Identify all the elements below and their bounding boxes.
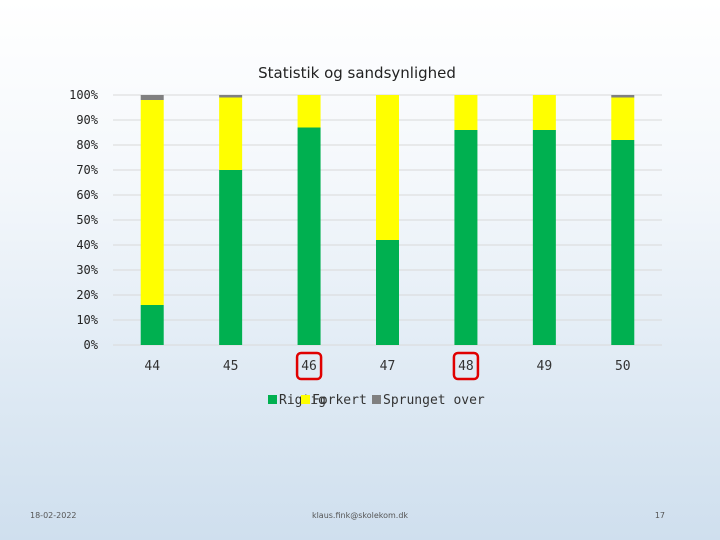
- bar-segment-forkert: [376, 95, 399, 240]
- bar-segment-rigtig: [141, 305, 164, 345]
- y-axis: 0% 10% 20% 30% 40% 50% 60% 70% 80% 90% 100%: [69, 88, 99, 352]
- y-tick-label: 40%: [76, 238, 98, 252]
- bar-segment-forkert: [141, 100, 164, 305]
- chart-title: Statistik og sandsynlighed: [258, 64, 456, 82]
- bar-segment-rigtig: [298, 128, 321, 346]
- x-tick-label: 46: [301, 359, 317, 374]
- legend-label: Sprunget over: [383, 393, 485, 408]
- bar-segment-forkert: [533, 95, 556, 130]
- y-tick-label: 70%: [76, 163, 98, 177]
- bar-segment-sprunget-over: [611, 95, 634, 98]
- y-tick-label: 60%: [76, 188, 98, 202]
- legend: RigtigForkertSprunget over: [268, 393, 485, 408]
- bar-segment-forkert: [454, 95, 477, 130]
- x-tick-label: 50: [615, 359, 631, 374]
- stacked-bar-chart: Statistik og sandsynlighed 0% 10% 20% 30% 40…: [0, 0, 720, 540]
- x-tick-label: 45: [223, 359, 239, 374]
- x-tick-label: 49: [537, 359, 553, 374]
- bar-segment-forkert: [611, 98, 634, 141]
- y-tick-label: 30%: [76, 263, 98, 277]
- bar-segment-rigtig: [219, 170, 242, 345]
- bar-segment-sprunget-over: [219, 95, 242, 98]
- footer-email: klaus.fink@skolekom.dk: [0, 511, 720, 520]
- y-tick-label: 90%: [76, 113, 98, 127]
- y-tick-label: 50%: [76, 213, 98, 227]
- bar-segment-rigtig: [533, 130, 556, 345]
- legend-swatch: [301, 395, 310, 404]
- x-tick-label: 48: [458, 359, 474, 374]
- x-axis: 44 45 46 47 48 49 50: [144, 353, 630, 379]
- legend-swatch: [372, 395, 381, 404]
- bar-segment-rigtig: [454, 130, 477, 345]
- y-tick-label: 80%: [76, 138, 98, 152]
- y-tick-label: 100%: [69, 88, 99, 102]
- bar-segment-sprunget-over: [141, 95, 164, 100]
- footer-page-number: 17: [655, 511, 665, 520]
- legend-label: Forkert: [312, 393, 367, 408]
- legend-swatch: [268, 395, 277, 404]
- bar-segment-rigtig: [376, 240, 399, 345]
- y-tick-label: 10%: [76, 313, 98, 327]
- bar-segment-forkert: [219, 98, 242, 171]
- x-tick-label: 47: [380, 359, 396, 374]
- y-tick-label: 20%: [76, 288, 98, 302]
- x-tick-label: 44: [144, 359, 160, 374]
- bar-segment-forkert: [298, 95, 321, 128]
- bar-segment-rigtig: [611, 140, 634, 345]
- y-tick-label: 0%: [84, 338, 99, 352]
